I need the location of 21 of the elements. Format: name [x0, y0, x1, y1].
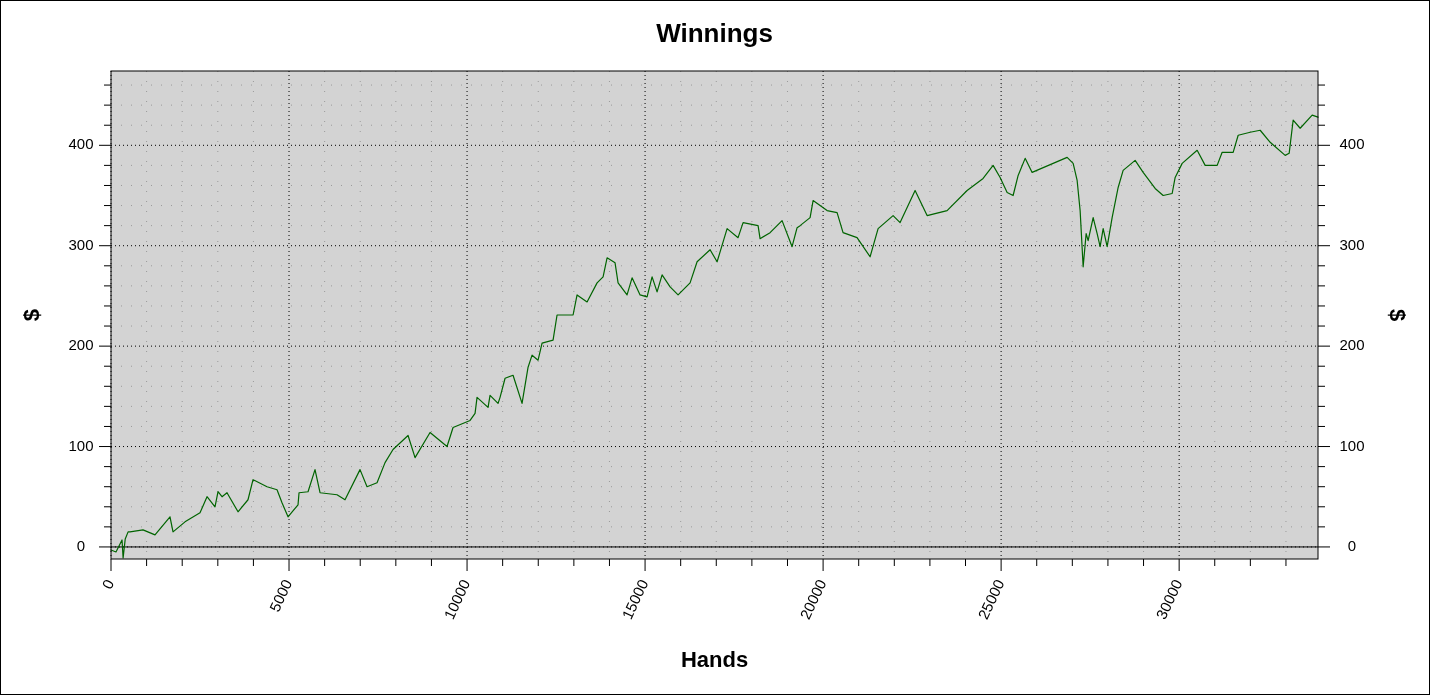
y2-tick-label: 0 — [1347, 536, 1357, 554]
y2-tick-label: 200 — [1339, 336, 1365, 354]
y2-tick-label: 300 — [1339, 235, 1365, 253]
y-tick-label: 300 — [68, 235, 94, 253]
y-axis-title: $ — [18, 308, 44, 322]
y2-tick-label: 100 — [1339, 436, 1365, 454]
y-tick-label: 0 — [76, 536, 86, 554]
x-axis-title: Hands — [680, 646, 749, 672]
x-tick-label: 20000 — [796, 576, 830, 622]
y-tick-label: 200 — [68, 336, 94, 354]
y-tick-label: 100 — [68, 436, 94, 454]
x-tick-label: 25000 — [974, 576, 1008, 622]
x-tick-label: 15000 — [618, 576, 652, 622]
x-tick-label: 30000 — [1152, 576, 1186, 622]
chart-title: Winnings — [656, 17, 773, 48]
y-tick-label: 400 — [68, 135, 94, 153]
x-tick-label: 5000 — [265, 576, 296, 615]
x-tick-label: 0 — [98, 576, 118, 592]
y2-axis-title: $ — [1385, 308, 1411, 322]
x-tick-label: 10000 — [440, 576, 474, 622]
y2-tick-label: 400 — [1339, 135, 1365, 153]
